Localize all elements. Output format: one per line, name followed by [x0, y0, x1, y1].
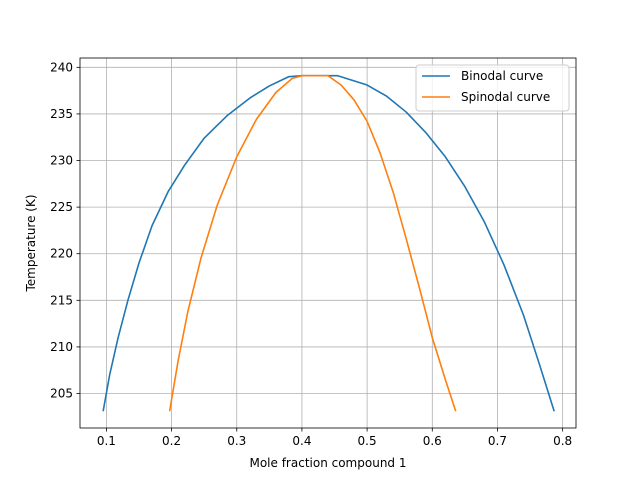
y-tick-label: 235 [50, 107, 73, 121]
x-tick-label: 0.2 [162, 434, 181, 448]
y-axis-label: Temperature (K) [24, 194, 38, 292]
x-tick-label: 0.7 [488, 434, 507, 448]
x-axis-label: Mole fraction compound 1 [249, 456, 406, 470]
legend: Binodal curve Spinodal curve [415, 64, 570, 112]
legend-label-spinodal-curve: Spinodal curve [461, 90, 550, 104]
legend-label-binodal-curve: Binodal curve [461, 69, 543, 83]
x-tick-label: 0.5 [358, 434, 377, 448]
x-tick-label: 0.4 [292, 434, 311, 448]
plot-area-background [80, 58, 576, 428]
x-tick-label: 0.3 [227, 434, 246, 448]
ticks: 0.1 0.2 0.3 0.4 0.5 0.6 0.7 0.8 205 210 215 220 225 2… [50, 60, 572, 448]
y-tick-label: 210 [50, 340, 73, 354]
x-tick-label: 0.1 [97, 434, 116, 448]
y-tick-label: 230 [50, 154, 73, 168]
spinodal-curve-line [168, 74, 457, 412]
series-layer [102, 74, 555, 412]
plot-frame [79, 57, 577, 429]
grid-lines [80, 58, 576, 428]
y-tick-label: 225 [50, 200, 73, 214]
x-tick-label: 0.6 [423, 434, 442, 448]
y-tick-label: 220 [50, 247, 73, 261]
legend-box [415, 64, 570, 112]
y-tick-label: 240 [50, 60, 73, 74]
y-tick-label: 205 [50, 387, 73, 401]
y-tick-label: 215 [50, 293, 73, 307]
x-tick-label: 0.8 [553, 434, 572, 448]
